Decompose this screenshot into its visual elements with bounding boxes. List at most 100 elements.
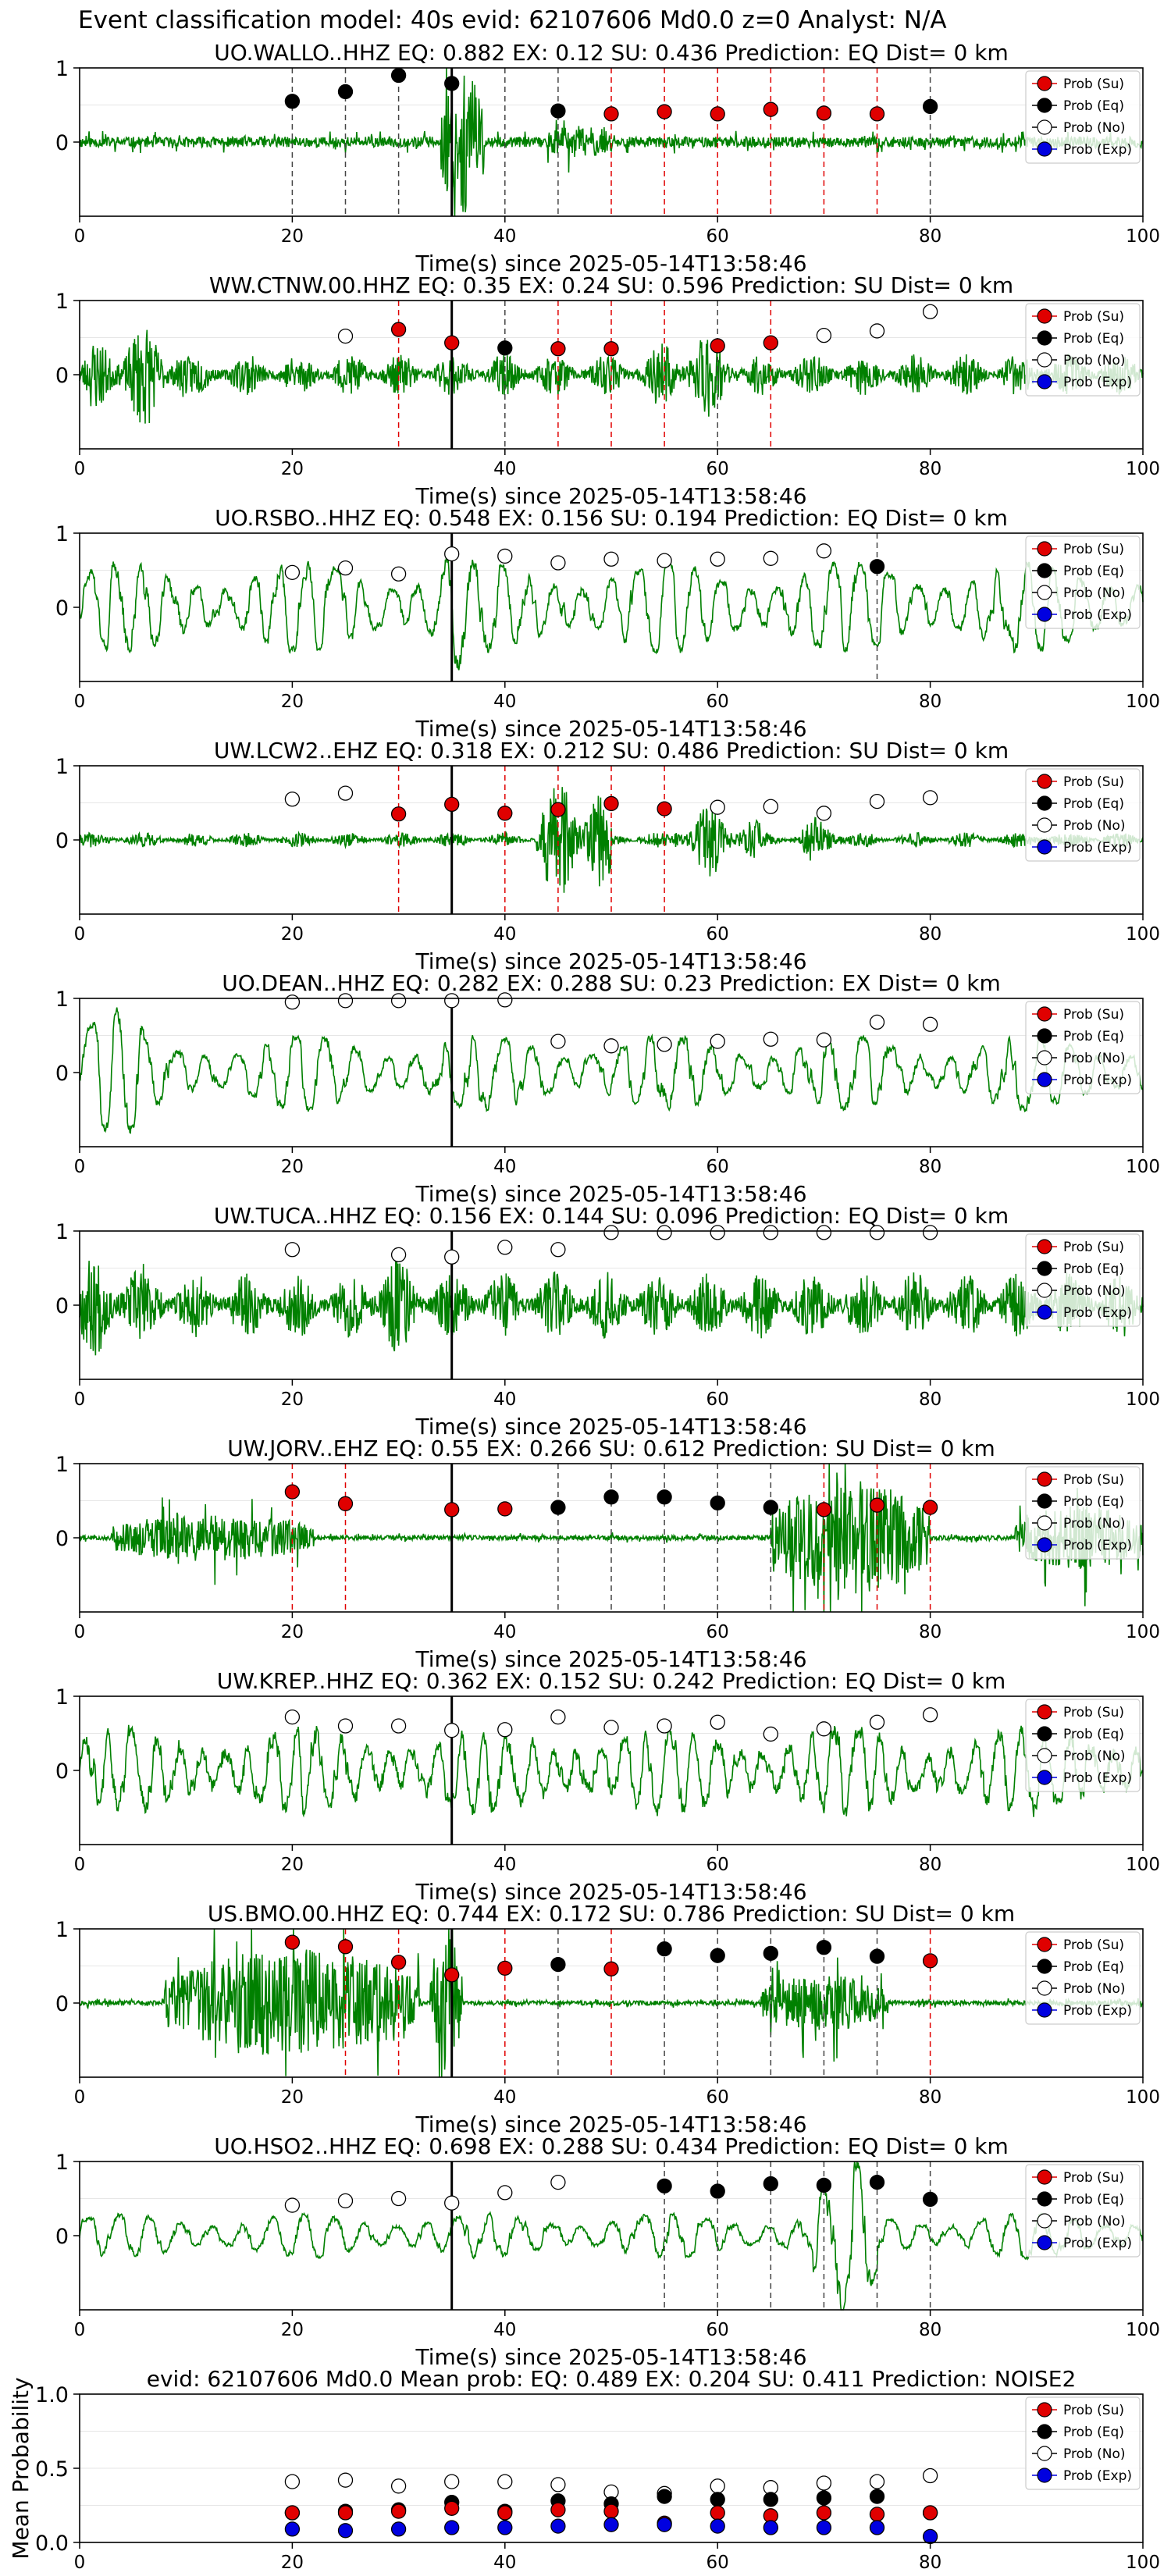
prob-marker-eq [603, 1489, 619, 1505]
axes-frame [79, 2161, 1144, 2311]
panel-uw-jorv--ehz: UW.JORV..EHZ EQ: 0.55 EX: 0.266 SU: 0.61… [55, 1436, 1160, 1672]
legend-marker-no [1037, 1980, 1052, 1996]
prob-marker-no [497, 2185, 513, 2201]
x-tick-label: 60 [707, 459, 729, 479]
legend-marker-exp [1037, 374, 1052, 390]
x-tick-label: 40 [493, 1855, 516, 1875]
legend-label-exp: Prob (Exp) [1063, 1305, 1132, 1321]
prob-marker-no [657, 1037, 672, 1052]
legend-frame [1025, 2396, 1141, 2490]
waveform-trace [79, 67, 1144, 217]
prob-marker-no [816, 1225, 832, 1240]
x-tick-label: 60 [707, 1157, 729, 1177]
legend-marker-no [1037, 1283, 1052, 1298]
x-tick-label: 80 [919, 924, 941, 945]
prob-marker-su [922, 1953, 938, 1969]
prob-marker-eq [657, 2178, 672, 2194]
legend-marker-exp [1037, 1304, 1052, 1320]
prob-marker-no [710, 1034, 725, 1049]
x-tick-label: 0 [74, 2320, 86, 2340]
panel-title: UW.KREP..HHZ EQ: 0.362 EX: 0.152 SU: 0.2… [217, 1668, 1005, 1694]
x-tick-label: 60 [707, 1622, 729, 1642]
legend-label-su: Prob (Su) [1063, 1240, 1124, 1255]
figure-suptitle: Event classification model: 40s evid: 62… [78, 6, 947, 34]
x-tick-label: 100 [1126, 226, 1160, 247]
legend-marker-eq [1037, 98, 1052, 113]
x-tick-label: 40 [493, 226, 516, 247]
x-axis-label: Time(s) since 2025-05-14T13:58:46 [415, 2112, 806, 2137]
x-tick-label: 40 [493, 2553, 516, 2573]
legend-label-exp: Prob (Exp) [1063, 1770, 1132, 1786]
panel-legend: Prob (Su) Prob (Eq) Prob (No) Prob (Exp) [1025, 2164, 1141, 2258]
y-tick-label: 0.5 [35, 2457, 69, 2482]
panel-legend: Prob (Su) Prob (Eq) Prob (No) Prob (Exp) [1025, 768, 1141, 862]
legend-label-eq: Prob (Eq) [1063, 1261, 1124, 1277]
prob-marker-no [444, 1249, 460, 1265]
legend-marker-eq [1037, 1261, 1052, 1276]
x-tick-label: 100 [1126, 2320, 1160, 2340]
mean-marker-no [444, 2474, 460, 2489]
prob-marker-eq [816, 2177, 832, 2194]
prob-marker-su [497, 1960, 513, 1976]
prob-marker-eq [657, 1941, 672, 1957]
legend-label-exp: Prob (Exp) [1063, 2468, 1132, 2484]
legend-label-su: Prob (Su) [1063, 309, 1124, 325]
legend-label-no: Prob (No) [1063, 585, 1126, 601]
x-tick-label: 80 [919, 1855, 941, 1875]
x-tick-label: 20 [281, 459, 304, 479]
legend-frame [1025, 303, 1141, 397]
prob-marker-no [922, 790, 938, 806]
axes-frame [79, 998, 1144, 1147]
y-tick-label: 1.0 [35, 2383, 69, 2407]
x-tick-label: 40 [493, 1157, 516, 1177]
y-tick-label: 0 [55, 1759, 69, 1784]
waveform-trace [79, 1007, 1144, 1134]
legend-label-no: Prob (No) [1063, 818, 1126, 834]
legend-label-su: Prob (Su) [1063, 1705, 1124, 1720]
prob-marker-no [922, 1016, 938, 1032]
prob-marker-no [922, 1225, 938, 1240]
legend-marker-exp [1037, 2002, 1052, 2018]
waveform-trace [79, 555, 1144, 671]
legend-marker-su [1037, 76, 1052, 91]
legend-frame [1025, 1233, 1141, 1327]
x-tick-label: 0 [74, 924, 86, 945]
legend-label-eq: Prob (Eq) [1063, 1727, 1124, 1742]
panel-title: evid: 62107606 Md0.0 Mean prob: EQ: 0.48… [147, 2366, 1077, 2392]
panel-uo-rsbo--hhz: UO.RSBO..HHZ EQ: 0.548 EX: 0.156 SU: 0.1… [55, 505, 1160, 742]
x-tick-label: 100 [1126, 692, 1160, 712]
legend-label-su: Prob (Su) [1063, 774, 1124, 790]
x-tick-label: 40 [493, 692, 516, 712]
x-tick-label: 100 [1126, 1389, 1160, 1410]
mean-marker-exp [284, 2521, 301, 2537]
legend-label-exp: Prob (Exp) [1063, 2003, 1132, 2019]
legend-frame [1025, 535, 1141, 629]
legend-marker-no [1037, 1050, 1052, 1066]
waveform-trace [79, 1258, 1144, 1356]
x-axis-label: Time(s) since 2025-05-14T13:58:46 [415, 948, 806, 974]
legend-marker-no [1037, 1748, 1052, 1763]
legend-marker-eq [1037, 1028, 1052, 1044]
panel-uw-krep--hhz: UW.KREP..HHZ EQ: 0.362 EX: 0.152 SU: 0.2… [55, 1668, 1160, 1905]
x-tick-label: 80 [919, 1389, 941, 1410]
x-axis-label: Time(s) since 2025-05-14T13:58:46 [415, 251, 806, 276]
x-tick-label: 0 [74, 1157, 86, 1177]
y-tick-label: 0 [55, 596, 69, 621]
mean-marker-su [390, 2503, 407, 2519]
prob-marker-su [710, 106, 725, 122]
legend-label-exp: Prob (Exp) [1063, 607, 1132, 623]
prob-marker-su [657, 104, 672, 119]
x-tick-label: 100 [1126, 924, 1160, 945]
prob-marker-no [284, 2197, 301, 2213]
x-axis-label: Time(s) since 2025-05-14T13:58:46 [415, 1646, 806, 1672]
waveform-trace [79, 1928, 1144, 2078]
legend-label-no: Prob (No) [1063, 1749, 1126, 1764]
mean-marker-su [710, 2505, 725, 2521]
x-tick-label: 80 [919, 459, 941, 479]
prob-marker-eq [550, 1956, 566, 1973]
mean-marker-no [550, 2477, 566, 2492]
prob-marker-su [444, 1502, 460, 1517]
prob-marker-no [497, 992, 513, 1008]
prob-marker-su [284, 1484, 301, 1500]
panel-legend: Prob (Su) Prob (Eq) Prob (No) Prob (Exp) [1025, 2396, 1141, 2490]
